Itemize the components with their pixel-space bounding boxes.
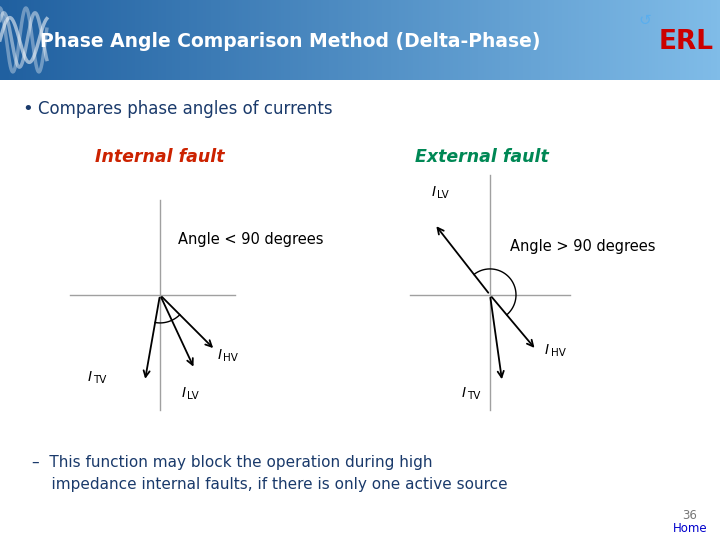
Text: Compares phase angles of currents: Compares phase angles of currents [38, 100, 333, 118]
Text: Phase Angle Comparison Method (Delta-Phase): Phase Angle Comparison Method (Delta-Pha… [40, 32, 540, 51]
Text: ERL: ERL [659, 29, 714, 56]
Text: –  This function may block the operation during high: – This function may block the operation … [32, 455, 433, 470]
Text: I: I [182, 386, 186, 400]
Text: TV: TV [94, 375, 107, 386]
Text: ↺: ↺ [638, 12, 651, 28]
Text: HV: HV [223, 353, 238, 363]
Text: LV: LV [187, 392, 199, 401]
Text: I: I [218, 348, 222, 362]
Text: I: I [545, 343, 549, 357]
Text: I: I [432, 185, 436, 199]
Text: Angle < 90 degrees: Angle < 90 degrees [178, 232, 323, 247]
Text: impedance internal faults, if there is only one active source: impedance internal faults, if there is o… [32, 477, 508, 492]
Text: Home: Home [672, 522, 707, 535]
Text: I: I [462, 386, 466, 400]
Text: 36: 36 [683, 509, 698, 522]
Text: Angle > 90 degrees: Angle > 90 degrees [510, 239, 655, 254]
Text: •: • [22, 100, 32, 118]
Text: HV: HV [551, 348, 565, 359]
Text: I: I [88, 370, 92, 384]
Text: Internal fault: Internal fault [95, 148, 225, 166]
Text: External fault: External fault [415, 148, 549, 166]
Text: TV: TV [467, 392, 481, 401]
Text: LV: LV [438, 191, 449, 200]
